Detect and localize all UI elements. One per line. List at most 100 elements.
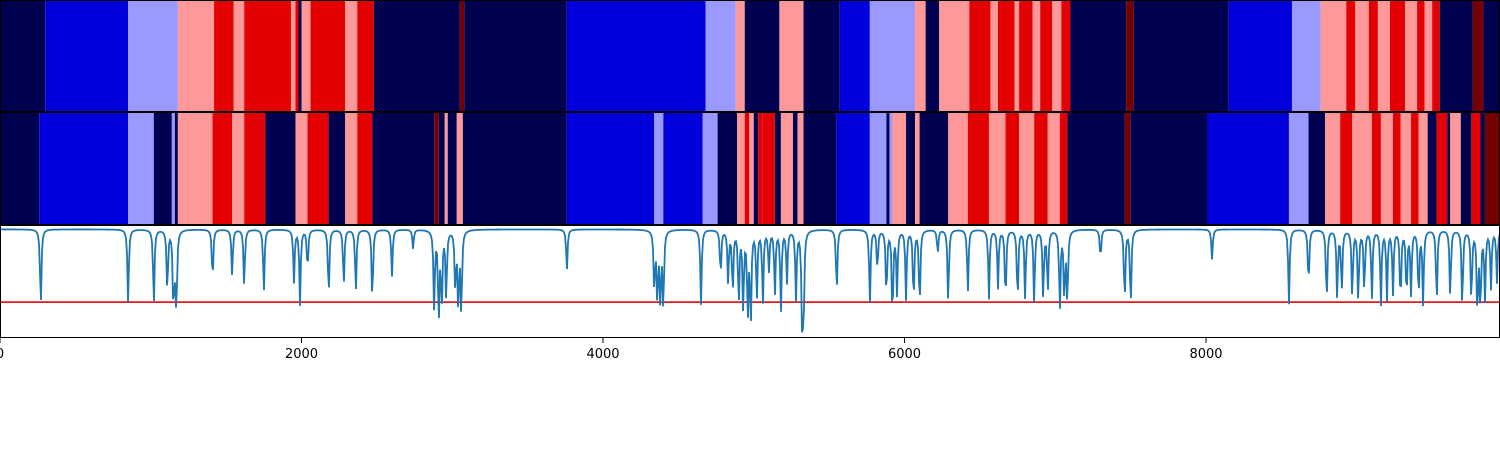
track-1-segment-39: [1133, 1, 1229, 112]
track-1-segment-5: [233, 1, 245, 112]
track-2-segment-46: [919, 113, 949, 225]
track-1-segment-16: [464, 1, 567, 112]
track-1-segment-22: [803, 1, 840, 112]
track-2-segment-29: [744, 113, 750, 225]
track-1-segment-2: [128, 1, 178, 112]
track-1-segment-0: [0, 1, 46, 112]
track-2-segment-9: [244, 113, 266, 225]
track-2-segment-49: [988, 113, 1006, 225]
track-2-segment-47: [948, 113, 968, 225]
track-2-segment-43: [892, 113, 907, 225]
track-1-segment-10: [301, 1, 311, 112]
track-1-segment-12: [345, 1, 358, 112]
signal-series-line: [0, 228, 1500, 333]
track-2-segment-1: [39, 113, 129, 225]
track-2-segment-69: [1418, 113, 1428, 225]
track-2-segment-3: [153, 113, 172, 225]
track-1-segment-53: [1472, 1, 1484, 112]
track-1-segment-37: [1070, 1, 1127, 112]
track-2-segment-71: [1436, 113, 1448, 225]
x-tick-label-6000: 6000: [888, 347, 921, 362]
track-2-segment-21: [456, 113, 463, 225]
track-2-segment-30: [749, 113, 754, 225]
track-1-segment-13: [357, 1, 374, 112]
track-2-segment-51: [1019, 113, 1035, 225]
track-1-segment-11: [310, 1, 346, 112]
track-2-segment-64: [1371, 113, 1381, 225]
track-1-segment-48: [1405, 1, 1418, 112]
track-2-segment-76: [1480, 113, 1485, 225]
track-1-segment-41: [1291, 1, 1321, 112]
track-2-segment-18: [438, 113, 445, 225]
track-2-segment-38: [803, 113, 837, 225]
track-1-segment-38: [1126, 1, 1134, 112]
track-1-segment-34: [1040, 1, 1053, 112]
track-1-segment-40: [1228, 1, 1292, 112]
track-1-segment-6: [244, 1, 291, 112]
track-2-segment-15: [357, 113, 373, 225]
track-2-segment-10: [265, 113, 296, 225]
track-2-segment-45: [915, 113, 920, 225]
track-2-segment-73: [1450, 113, 1461, 225]
track-2-segment-14: [345, 113, 358, 225]
track-2-segment-67: [1400, 113, 1412, 225]
track-2-segment-19: [444, 113, 448, 225]
track-1-segment-43: [1346, 1, 1356, 112]
track-2-segment-36: [792, 113, 798, 225]
track-1-segment-42: [1320, 1, 1347, 112]
track-2-segment-55: [1067, 113, 1125, 225]
track-2-segment-44: [906, 113, 916, 225]
track-2-segment-25: [663, 113, 703, 225]
track-1-segment-33: [1032, 1, 1041, 112]
track-2-segment-54: [1059, 113, 1068, 225]
track-2-segment-33: [762, 113, 775, 225]
track-2-segment-32: [758, 113, 763, 225]
track-1-segment-25: [915, 1, 926, 112]
x-tick-label-0: 0: [0, 347, 4, 362]
x-axis: 0 2000 4000 6000 8000: [0, 338, 1223, 362]
track-1-segment-1: [45, 1, 129, 112]
track-1-segment-15: [459, 1, 465, 112]
track-2-segment-50: [1005, 113, 1020, 225]
track-1-segment-19: [735, 1, 745, 112]
track-1-segment-8: [295, 1, 299, 112]
track-2-segment-75: [1471, 113, 1481, 225]
track-1-segment-18: [705, 1, 736, 112]
state-track-1: [0, 1, 1500, 112]
track-2-segment-61: [1325, 113, 1341, 225]
x-tick-label-8000: 8000: [1189, 347, 1222, 362]
track-1-segment-52: [1439, 1, 1473, 112]
track-2-segment-63: [1352, 113, 1372, 225]
track-1-segment-14: [373, 1, 460, 112]
track-1-segment-47: [1389, 1, 1406, 112]
signal-line-panel: [0, 228, 1500, 333]
track-2-segment-20: [447, 113, 457, 225]
track-1-segment-28: [969, 1, 991, 112]
track-2-segment-53: [1047, 113, 1060, 225]
track-1-segment-23: [839, 1, 870, 112]
track-1-segment-4: [214, 1, 234, 112]
track-1-segment-24: [869, 1, 916, 112]
track-1-segment-44: [1355, 1, 1369, 112]
track-2-segment-66: [1392, 113, 1401, 225]
track-1-segment-17: [566, 1, 706, 112]
track-2-segment-12: [307, 113, 329, 225]
track-2-segment-70: [1427, 113, 1437, 225]
track-2-segment-62: [1340, 113, 1353, 225]
track-1-segment-35: [1052, 1, 1062, 112]
track-2-segment-41: [886, 113, 890, 225]
track-1-segment-32: [1019, 1, 1033, 112]
track-1-segment-54: [1483, 1, 1500, 112]
track-1-segment-50: [1424, 1, 1433, 112]
track-2-segment-17: [434, 113, 439, 225]
track-1-segment-29: [990, 1, 998, 112]
track-2-segment-59: [1288, 113, 1309, 225]
track-2-segment-0: [0, 113, 40, 225]
track-1-segment-51: [1432, 1, 1440, 112]
track-1-segment-7: [290, 1, 296, 112]
x-tick-label-4000: 4000: [586, 347, 619, 362]
track-1-segment-49: [1417, 1, 1425, 112]
track-2-segment-31: [753, 113, 759, 225]
track-2-segment-16: [372, 113, 435, 225]
